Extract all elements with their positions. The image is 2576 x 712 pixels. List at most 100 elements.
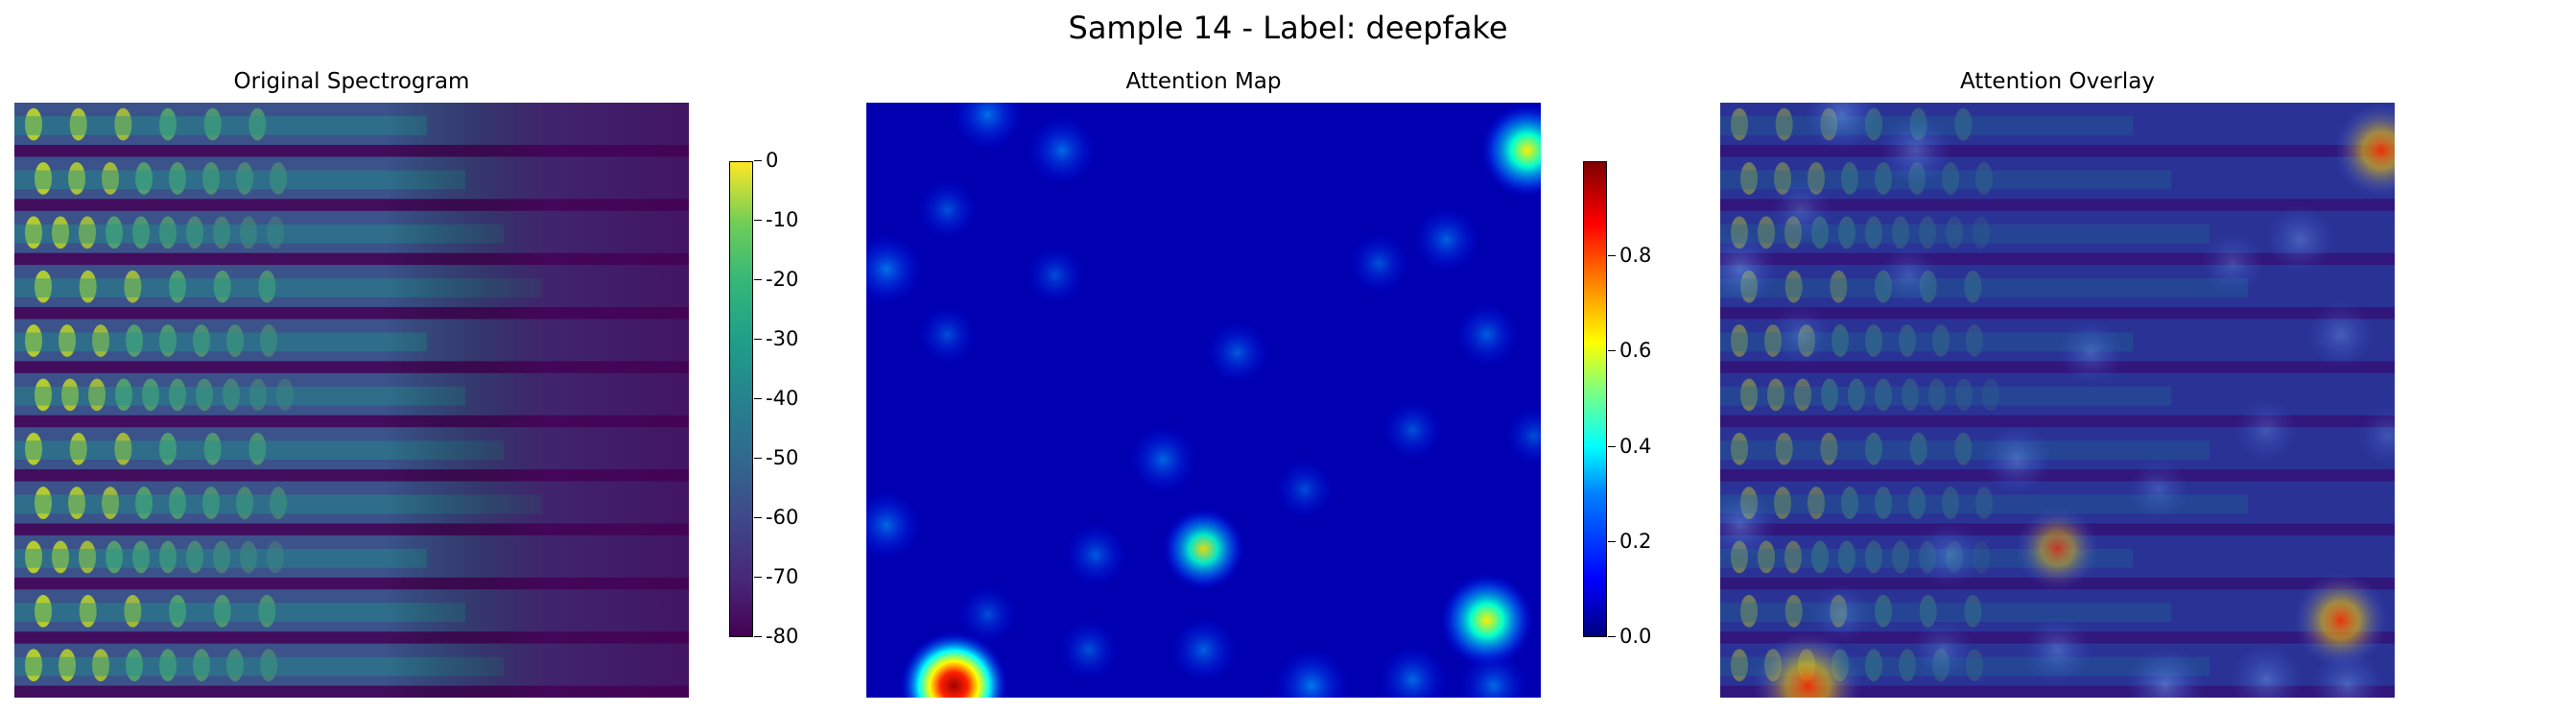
colorbar-tick-label: -80 (753, 625, 799, 648)
attention-hotspot (866, 232, 924, 307)
figure-suptitle: Sample 14 - Label: deepfake (1068, 10, 1508, 46)
spectrogram-harmonic (1975, 162, 1993, 195)
attention-hotspot (1377, 644, 1449, 698)
attention-hotspot (1453, 301, 1521, 368)
attention-hotspot (1272, 647, 1350, 698)
spectrogram-harmonic (1838, 216, 1855, 249)
colorbar-tick-label: -20 (753, 268, 799, 291)
spectrogram-harmonic (1932, 324, 1950, 357)
spectrogram-harmonic (1838, 540, 1855, 574)
spectrogram-harmonic (1875, 594, 1892, 628)
colorbar-tick-label: -50 (753, 446, 799, 469)
attention-hotspot (1026, 114, 1098, 186)
colorbar-tick-label: 0.8 (1607, 244, 1652, 268)
spectrogram-harmonic (1740, 378, 1758, 412)
overlay-hotspot (2023, 615, 2092, 684)
attention-hotspot (916, 304, 978, 366)
spectrogram-harmonic (1942, 487, 1959, 519)
spectrogram-harmonic (1731, 649, 1748, 682)
spectrogram-energy-band (1720, 386, 2171, 406)
spectrogram-harmonic (1909, 432, 1927, 465)
overlay-hotspot (2058, 320, 2124, 386)
spectrogram-energy-band (1720, 494, 2248, 514)
attention-hotspot (1457, 650, 1529, 698)
colorbar-tick-label: -70 (753, 565, 799, 588)
attention-hotspot (1063, 522, 1129, 588)
attention-hotspot (1057, 618, 1121, 681)
spectrogram-harmonic (1899, 649, 1916, 682)
attention-hotspot (1127, 424, 1198, 495)
attention-hotspot (1162, 508, 1245, 590)
spectrogram-harmonic (1899, 324, 1916, 357)
overlay-hotspot (1753, 631, 1862, 698)
spectrogram-gap-band (1720, 415, 2395, 428)
attention-colorbar (1583, 161, 1607, 637)
attention-hotspot (1503, 405, 1541, 466)
overlay-hotspot (2266, 205, 2335, 274)
spectrogram-gap-band (1720, 685, 2395, 698)
spectrogram-image (14, 103, 689, 698)
attention-map-image (866, 103, 1541, 698)
attention-hotspot (1412, 205, 1481, 274)
attention-hotspot (1025, 245, 1086, 306)
spectrogram-harmonic (1832, 324, 1849, 357)
spectrogram-energy-band (1720, 440, 2210, 460)
spectrogram-harmonic (1946, 216, 1963, 249)
spectrogram-gap-band (1720, 307, 2395, 320)
spectrogram-harmonic (1775, 107, 1793, 141)
overlay-hotspot (1981, 424, 2052, 495)
attention-hotspot (899, 631, 1008, 698)
overlay-hotspot (2333, 103, 2395, 198)
spectrogram-harmonic (1775, 432, 1793, 465)
attention-hotspot (957, 583, 1019, 645)
overlay-hotspot (2293, 573, 2388, 668)
spectrogram-harmonic (1892, 540, 1909, 574)
spectrogram-harmonic (1954, 432, 1973, 465)
spectrogram-energy-band (1720, 224, 2210, 244)
overlay-hotspot (1720, 232, 1778, 307)
spectrogram-energy-band (1720, 278, 2248, 297)
spectrogram-harmonic (1865, 216, 1882, 249)
attention-hotspot (1479, 103, 1541, 198)
spectrogram-harmonic (1964, 594, 1982, 628)
overlay-hotspot (1911, 618, 1974, 681)
overlay-hotspot (1720, 489, 1777, 561)
spectrogram-harmonic (1784, 540, 1802, 574)
attention-hotspot (915, 178, 979, 242)
overlay-hotspot (2016, 508, 2099, 590)
colorbar-tick-label: -40 (753, 387, 799, 410)
spectrogram-harmonic (1731, 324, 1748, 357)
attention-hotspot (951, 103, 1026, 152)
overlay-hotspot (2126, 647, 2204, 698)
spectrogram-harmonic (1731, 432, 1748, 465)
overlay-title: Attention Overlay (1960, 69, 2155, 94)
spectrogram-harmonic (1784, 594, 1803, 628)
spectrogram-harmonic (1973, 216, 1990, 249)
spectrogram-harmonic (1811, 540, 1829, 574)
attention-hotspot (866, 489, 923, 561)
attention-hotspot (1381, 398, 1444, 462)
overlay-hotspot (2201, 231, 2264, 295)
spectrogram-harmonic (1982, 378, 1999, 412)
spectrogram-harmonic (1954, 107, 1973, 141)
overlay-hotspot (2234, 398, 2298, 462)
spectrogram-harmonic (1841, 487, 1858, 519)
spectrogram-gap-band (1720, 361, 2395, 373)
overlay-hotspot (2128, 459, 2189, 520)
spectrogram-harmonic (1942, 162, 1959, 195)
attention-map-title: Attention Map (1125, 69, 1282, 94)
spectrogram-harmonic (1902, 378, 1919, 412)
colorbar-tick-label: -10 (753, 208, 799, 231)
spectrogram-harmonic (1875, 378, 1892, 412)
spectrogram-harmonic (1892, 216, 1909, 249)
spectrogram-harmonic (1865, 649, 1882, 682)
spectrogram-harmonic (1919, 216, 1936, 249)
spectrogram-harmonic (1740, 162, 1758, 195)
spectrogram-harmonic (1774, 487, 1791, 519)
overlay-hotspot (1810, 583, 1873, 645)
spectrogram-harmonic (1865, 432, 1882, 465)
overlay-hotspot (1805, 103, 1879, 152)
spectrogram-energy-band (1720, 170, 2171, 190)
spectrogram-harmonic (1808, 487, 1825, 519)
spectrogram-harmonic (1784, 270, 1803, 303)
